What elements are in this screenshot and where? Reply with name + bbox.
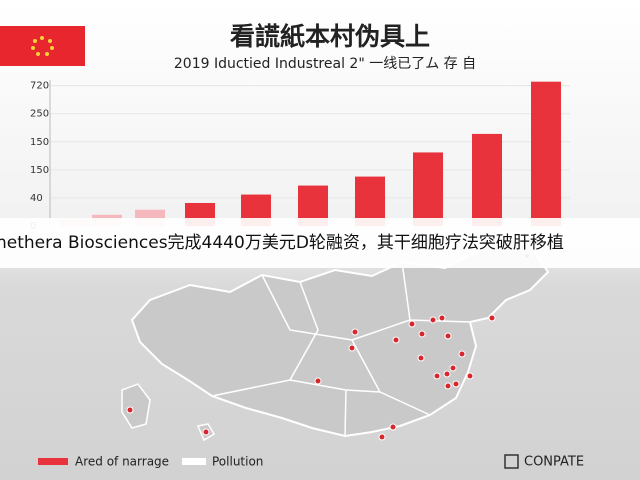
- banner-background: [0, 218, 640, 268]
- legend-swatch: [182, 458, 206, 465]
- bar: [472, 133, 502, 226]
- bar: [355, 176, 385, 226]
- bar: [413, 152, 443, 226]
- y-tick-label: 150: [30, 165, 49, 176]
- subtitle: 2019 Iductied Industreal 2" 一线已了ム 存 自: [174, 56, 476, 72]
- banner: nethera Biosciences完成4440万美元D轮融资，其干细胞疗法突…: [0, 233, 564, 253]
- y-tick-label: 150: [30, 137, 49, 148]
- logo-icon: [504, 454, 519, 469]
- bar: [531, 81, 561, 226]
- y-tick-label: 250: [30, 109, 49, 120]
- legend-label: Pollution: [212, 455, 263, 469]
- legend-swatch: [38, 458, 68, 465]
- title: 看謊紙本村伪具上: [230, 22, 430, 51]
- y-tick-label: 720: [30, 81, 49, 92]
- flag: [0, 26, 85, 66]
- map: [121, 234, 550, 442]
- legend-label: Ared of narrage: [75, 455, 169, 469]
- logo: CONPATE: [524, 455, 584, 470]
- y-tick-label: 40: [30, 193, 43, 204]
